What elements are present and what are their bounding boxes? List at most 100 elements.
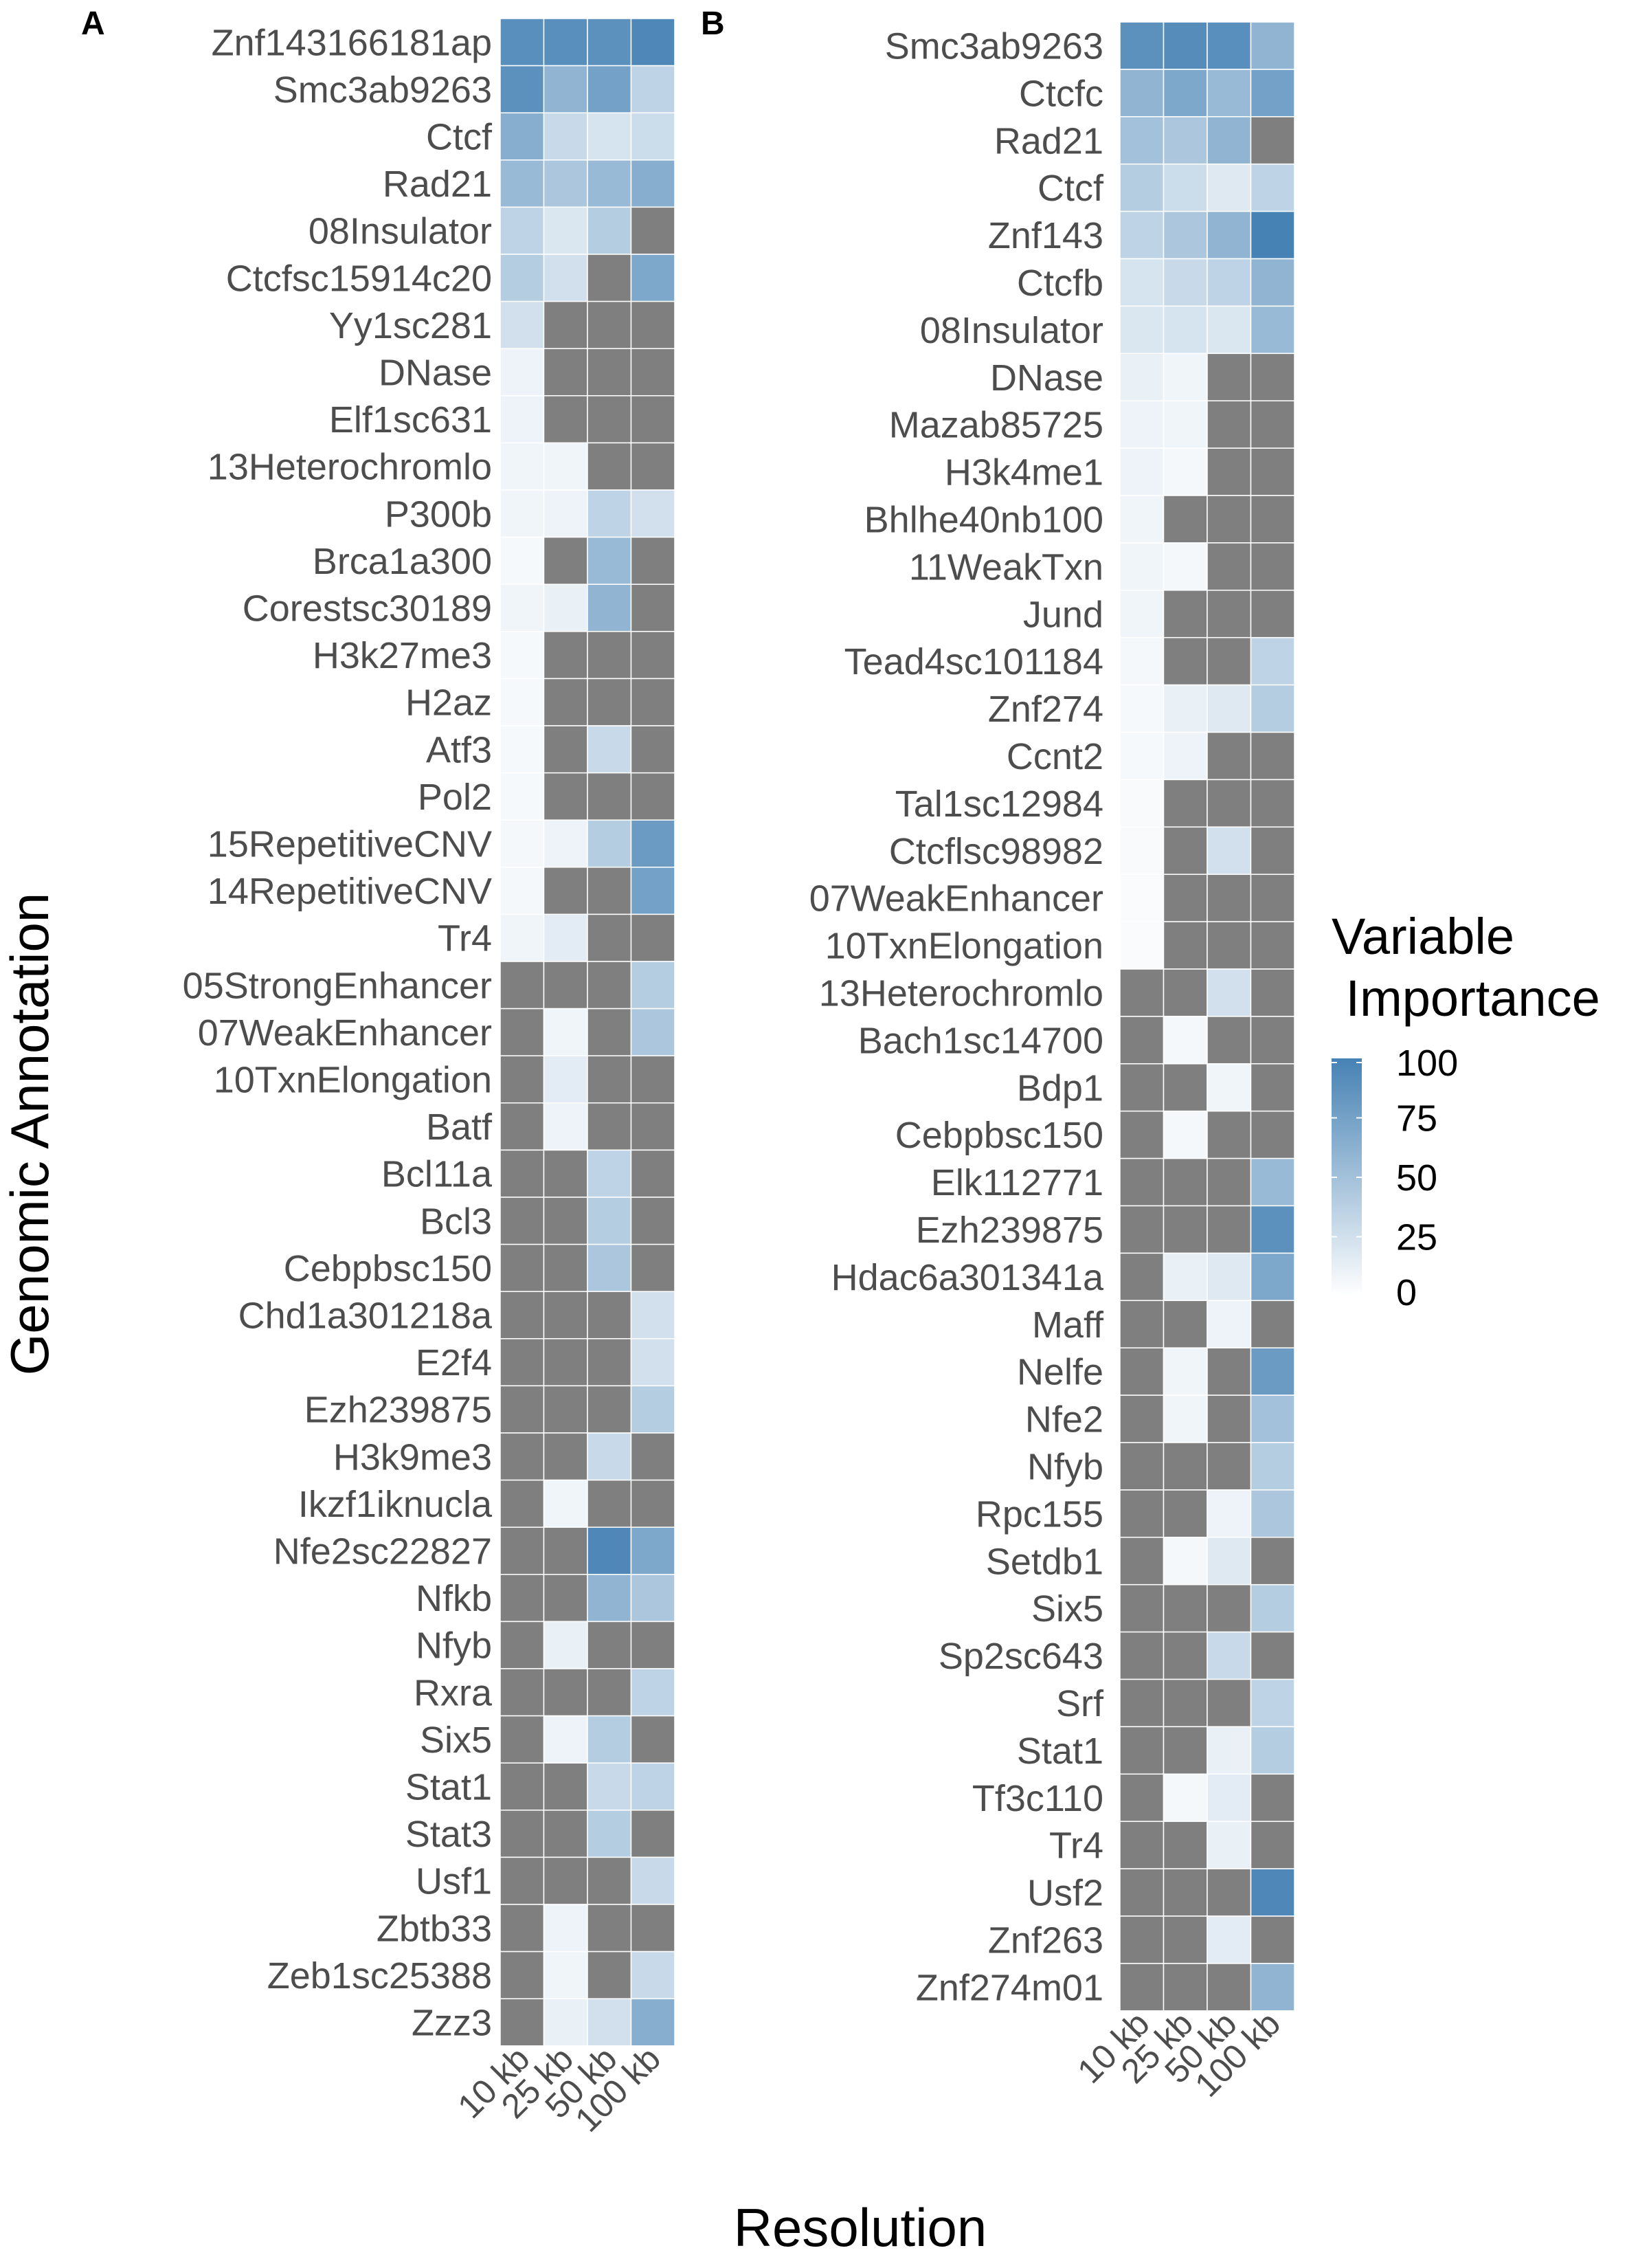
- heatmap-cell: [630, 1055, 675, 1104]
- heatmap-cell: [1207, 163, 1252, 212]
- heatmap-cell: [1207, 1726, 1252, 1775]
- heatmap-cell: [587, 18, 632, 67]
- heatmap-cell: [500, 442, 545, 491]
- heatmap-cell: [1163, 636, 1208, 686]
- heatmap-cell: [1207, 1300, 1252, 1348]
- heatmap-cell: [500, 583, 545, 632]
- heatmap-cell: [543, 1291, 588, 1339]
- heatmap-cell: [587, 1574, 632, 1623]
- heatmap-cell: [630, 1197, 675, 1245]
- heatmap-cell: [630, 395, 675, 444]
- heatmap-cell: [1250, 353, 1295, 401]
- heatmap-cell: [500, 1197, 545, 1245]
- heatmap-cell: [630, 1291, 675, 1339]
- panel-label: B: [701, 5, 725, 42]
- row-label: Ctcflsc98982: [889, 831, 1103, 872]
- heatmap-cell: [630, 1526, 675, 1575]
- heatmap-cell: [543, 489, 588, 538]
- heatmap-cell: [1207, 779, 1252, 828]
- heatmap-cell: [587, 913, 632, 962]
- heatmap-cell: [587, 395, 632, 444]
- row-label: H3k4me1: [945, 452, 1103, 493]
- heatmap-cell: [1250, 1252, 1295, 1302]
- heatmap-cell: [543, 1338, 588, 1387]
- row-label: 07WeakEnhancer: [809, 878, 1103, 920]
- heatmap-cell: [1250, 1347, 1295, 1396]
- heatmap-cell: [543, 1715, 588, 1764]
- heatmap-cell: [1207, 447, 1252, 496]
- heatmap-cell: [500, 961, 545, 1010]
- heatmap-cell: [587, 1950, 632, 1999]
- heatmap-cell: [1207, 210, 1252, 260]
- heatmap-cell: [1119, 1394, 1165, 1443]
- heatmap-cell: [500, 1385, 545, 1434]
- heatmap-cell: [500, 159, 545, 208]
- heatmap-cell: [1119, 495, 1165, 544]
- row-label: Brca1a300: [313, 541, 492, 582]
- row-label: Ctcfb: [1017, 263, 1103, 304]
- heatmap-cell: [1207, 731, 1252, 781]
- heatmap-cell: [1163, 1868, 1208, 1917]
- heatmap-cell: [1163, 495, 1208, 544]
- row-label: Tf3c110: [972, 1778, 1103, 1819]
- heatmap-cell: [543, 819, 588, 868]
- heatmap-cell: [543, 18, 588, 67]
- heatmap-cell: [630, 583, 675, 632]
- heatmap-cell: [543, 348, 588, 397]
- row-label: Maff: [1032, 1304, 1104, 1346]
- heatmap-cell: [1207, 684, 1252, 733]
- heatmap-cell: [1250, 1915, 1295, 1964]
- heatmap-cell: [1163, 163, 1208, 212]
- row-label: Six5: [1031, 1588, 1103, 1630]
- heatmap-cell: [1163, 447, 1208, 496]
- heatmap-cell: [630, 1668, 675, 1717]
- heatmap-cell: [1163, 779, 1208, 828]
- row-label: Ctcf: [426, 117, 493, 158]
- heatmap-cell: [1250, 163, 1295, 212]
- heatmap-cell: [543, 1856, 588, 1905]
- heatmap-cell: [500, 1055, 545, 1104]
- heatmap-cell: [1250, 968, 1295, 1017]
- heatmap-cell: [1250, 21, 1295, 70]
- heatmap-cell: [1163, 1252, 1208, 1302]
- heatmap-cell: [543, 1385, 588, 1434]
- heatmap-cell: [1207, 1157, 1252, 1207]
- row-label: Nfe2sc22827: [273, 1531, 492, 1572]
- heatmap-cell: [543, 913, 588, 962]
- heatmap-cell: [1163, 874, 1208, 922]
- heatmap-cell: [543, 1479, 588, 1528]
- heatmap-cell: [500, 1574, 545, 1623]
- row-label: Smc3ab9263: [273, 69, 492, 111]
- heatmap-cell: [1250, 495, 1295, 544]
- heatmap-cell: [1163, 210, 1208, 260]
- heatmap-cell: [1119, 1678, 1165, 1728]
- heatmap-cell: [1163, 1631, 1208, 1680]
- heatmap-cell: [1207, 1678, 1252, 1728]
- heatmap-cell: [1119, 163, 1165, 212]
- legend-title-line-2: Importance: [1332, 970, 1600, 1027]
- heatmap-cell: [630, 1810, 675, 1858]
- heatmap-cell: [1207, 1821, 1252, 1869]
- heatmap-cell: [1250, 684, 1295, 733]
- heatmap-cell: [500, 395, 545, 444]
- row-label: Rxra: [414, 1672, 493, 1713]
- heatmap-cell: [587, 772, 632, 821]
- heatmap-cell: [543, 1950, 588, 1999]
- heatmap-cell: [1250, 1963, 1295, 2012]
- heatmap-cell: [500, 18, 545, 67]
- heatmap-cell: [543, 1526, 588, 1575]
- heatmap-cell: [1163, 1773, 1208, 1822]
- row-label: 08Insulator: [309, 211, 492, 252]
- heatmap-cell: [1119, 1252, 1165, 1302]
- legend-title-line-1: Variable: [1332, 908, 1514, 965]
- heatmap-cell: [1119, 542, 1165, 591]
- heatmap-cell: [630, 159, 675, 208]
- heatmap-cell: [1207, 305, 1252, 355]
- heatmap-cell: [1207, 1205, 1252, 1254]
- heatmap-cell: [543, 300, 588, 349]
- heatmap-cell: [1250, 731, 1295, 781]
- heatmap-cell: [1250, 1631, 1295, 1680]
- heatmap-cell: [1250, 1821, 1295, 1869]
- heatmap-cell: [1119, 1442, 1165, 1491]
- heatmap-cell: [1250, 116, 1295, 165]
